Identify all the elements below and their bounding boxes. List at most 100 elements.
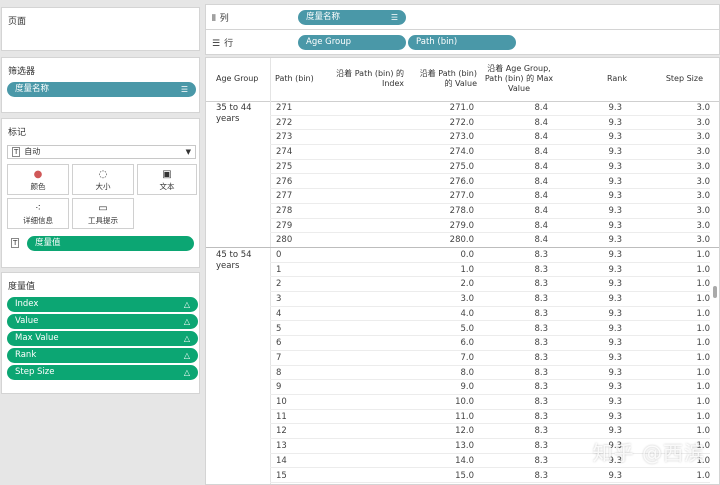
marks-text-pill[interactable]: 度量值 <box>27 236 194 251</box>
rows-pill-label: Path (bin) <box>416 37 458 47</box>
table-cell: 4.0 <box>460 308 474 319</box>
table-cell: 9.3 <box>608 117 622 128</box>
table-cell: 7 <box>276 352 282 363</box>
measure-values-panel: 度量值 Index △ Value △ Max Value △ Rank △ Step … <box>1 272 200 394</box>
table-cell: 9 <box>276 382 282 393</box>
table-cell: 8.3 <box>534 455 548 466</box>
table-cell: 8.4 <box>534 103 548 113</box>
header-index: 沿着 Path (bin) 的 Index <box>336 69 404 88</box>
table-cell: 8.3 <box>534 441 548 452</box>
mark-tooltip-button[interactable]: ▭ 工具提示 <box>72 198 134 229</box>
table-row: 88.08.39.31.089.2% <box>270 366 710 381</box>
table-cell: 9.3 <box>608 191 622 202</box>
table-cell: 9.3 <box>608 367 622 378</box>
table-cell: 8.3 <box>534 308 548 319</box>
table-cell: 9.3 <box>608 426 622 437</box>
table-cell: 8.3 <box>534 294 548 305</box>
vertical-scrollbar[interactable] <box>713 286 717 298</box>
rows-shelf: ☰ 行 Age Group Path (bin) <box>205 29 720 55</box>
table-cell: 1.0 <box>696 441 710 452</box>
table-cell: 9.3 <box>608 176 622 187</box>
measure-pill-index[interactable]: Index △ <box>7 297 198 312</box>
table-cell: 3.0 <box>696 132 710 143</box>
columns-pill-label: 度量名称 <box>306 12 341 22</box>
tooltip-icon: ▭ <box>98 203 108 214</box>
table-cell: 9.3 <box>608 264 622 275</box>
table-cell: 3.0 <box>696 103 710 113</box>
table-cell: 1.0 <box>696 264 710 275</box>
table-cell: 8.3 <box>534 367 548 378</box>
table-cell: 3.0 <box>696 191 710 202</box>
rows-shelf-label: ☰ 行 <box>212 39 234 49</box>
table-cell: 9.3 <box>608 455 622 466</box>
table-cell: 1.0 <box>696 338 710 349</box>
table-row: 11.08.39.31.089.2% <box>270 263 710 278</box>
measure-pill-label: Max Value <box>15 333 59 343</box>
table-cell: 1.0 <box>696 352 710 363</box>
header-value: 沿着 Path (bin) 的 Value <box>419 69 477 88</box>
mark-size-button[interactable]: ◌ 大小 <box>72 164 134 195</box>
measure-pill-step-size[interactable]: Step Size △ <box>7 365 198 380</box>
table-cell: 3.0 <box>696 205 710 216</box>
table-cell: 14.0 <box>455 455 474 466</box>
table-cell: 11.0 <box>455 411 474 422</box>
table-cell: 9.3 <box>608 323 622 334</box>
measure-pill-label: Step Size <box>15 367 55 377</box>
header-path-bin: Path (bin) <box>275 74 314 83</box>
table-cell: 2.0 <box>460 279 474 290</box>
table-cell: 6.0 <box>460 338 474 349</box>
measure-pill-rank[interactable]: Rank △ <box>7 348 198 363</box>
table-cell: 8.4 <box>534 147 548 158</box>
text-encoding-icon: T <box>11 238 20 248</box>
mark-detail-button[interactable]: ⁖ 详细信息 <box>7 198 69 229</box>
delta-icon: △ <box>183 300 190 309</box>
measure-pill-max-value[interactable]: Max Value △ <box>7 331 198 346</box>
age-group-label: 45 to 54 years <box>216 250 252 271</box>
columns-shelf: ⫴ 列 度量名称 ☰ <box>205 4 720 30</box>
header-max-value: 沿着 Age Group, Path (bin) 的 Max Value <box>484 64 554 93</box>
header-age-group: Age Group <box>216 74 259 83</box>
table-cell: 1.0 <box>696 250 710 260</box>
table-cell: 9.3 <box>608 308 622 319</box>
table-cell: 9.3 <box>608 411 622 422</box>
mark-type-dropdown[interactable]: T 自动 ▼ <box>7 145 196 159</box>
table-cell: 8 <box>276 367 282 378</box>
measure-pill-label: Index <box>15 299 39 309</box>
table-cell: 9.3 <box>608 205 622 216</box>
pages-panel: 页面 <box>1 7 200 51</box>
table-cell: 9.3 <box>608 397 622 407</box>
table-cell: 8.3 <box>534 397 548 407</box>
rows-pill-label: Age Group <box>306 37 352 47</box>
mark-text-button[interactable]: ▣ 文本 <box>137 164 197 195</box>
table-cell: 8.4 <box>534 132 548 143</box>
table-cell: 271.0 <box>449 103 474 113</box>
chevron-down-icon: ▼ <box>185 148 191 156</box>
table-cell: 9.3 <box>608 103 622 113</box>
table-cell: 8.3 <box>534 250 548 260</box>
table-cell: 8.3 <box>534 279 548 290</box>
columns-pill-measure-names[interactable]: 度量名称 ☰ <box>298 10 406 25</box>
table-cell: 3.0 <box>696 147 710 158</box>
table-cell: 8.4 <box>534 176 548 187</box>
columns-icon: ⫴ <box>212 14 216 24</box>
size-icon: ◌ <box>98 169 108 180</box>
table-cell: 1.0 <box>696 323 710 334</box>
rows-pill-path-bin[interactable]: Path (bin) <box>408 35 516 50</box>
table-cell: 8.4 <box>534 117 548 128</box>
table-cell: 275.0 <box>449 161 474 172</box>
filter-pill-measure-names[interactable]: 度量名称 ☰ <box>7 82 196 97</box>
table-cell: 280 <box>276 235 293 246</box>
mark-color-label: 颜色 <box>30 182 46 191</box>
table-cell: 274 <box>276 147 293 158</box>
detail-icon: ⁖ <box>35 203 41 214</box>
table-cell: 12.0 <box>455 426 474 437</box>
rows-pill-age-group[interactable]: Age Group <box>298 35 406 50</box>
table-cell: 10 <box>276 397 287 407</box>
table-cell: 1.0 <box>696 411 710 422</box>
mark-color-button[interactable]: ● 颜色 <box>7 164 69 195</box>
measure-pill-value[interactable]: Value △ <box>7 314 198 329</box>
